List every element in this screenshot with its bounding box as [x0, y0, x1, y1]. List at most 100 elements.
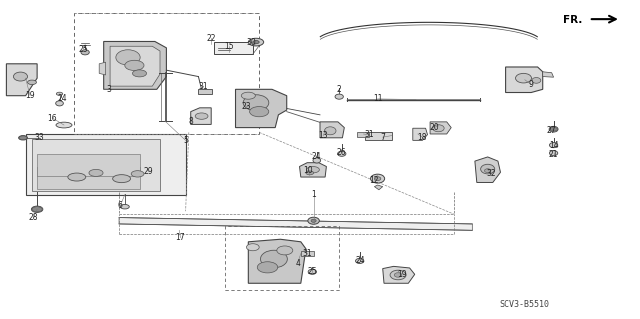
Text: 25: 25	[307, 267, 317, 276]
Text: 28: 28	[29, 213, 38, 222]
Text: 24: 24	[312, 152, 322, 161]
Ellipse shape	[550, 143, 558, 148]
Ellipse shape	[68, 173, 86, 181]
Text: 24: 24	[355, 256, 365, 265]
Ellipse shape	[81, 50, 90, 55]
Ellipse shape	[241, 92, 255, 99]
Bar	[26, 134, 186, 195]
Polygon shape	[6, 64, 37, 96]
Text: 16: 16	[47, 114, 58, 122]
Ellipse shape	[89, 169, 103, 176]
Polygon shape	[383, 266, 415, 283]
Text: 15: 15	[224, 42, 234, 51]
Text: 13: 13	[318, 131, 328, 140]
Bar	[198, 89, 212, 94]
Text: 30: 30	[246, 38, 256, 47]
Ellipse shape	[549, 126, 558, 132]
Text: SCV3-B5510: SCV3-B5510	[500, 300, 550, 309]
Ellipse shape	[337, 151, 346, 156]
Ellipse shape	[132, 70, 147, 77]
Polygon shape	[236, 89, 287, 128]
Text: FR.: FR.	[563, 15, 582, 25]
Bar	[37, 167, 140, 189]
Text: 7: 7	[380, 133, 385, 142]
Text: 14: 14	[548, 141, 559, 150]
Text: 1: 1	[311, 190, 316, 199]
Text: 21: 21	[549, 150, 558, 159]
Polygon shape	[374, 185, 383, 190]
Text: 19: 19	[397, 271, 407, 279]
Ellipse shape	[484, 169, 491, 173]
Ellipse shape	[371, 174, 385, 183]
Text: 19: 19	[25, 91, 35, 100]
Ellipse shape	[311, 219, 316, 222]
Polygon shape	[191, 108, 211, 124]
Ellipse shape	[13, 72, 28, 81]
Text: 6: 6	[118, 201, 123, 210]
Bar	[37, 154, 140, 176]
Ellipse shape	[481, 164, 495, 174]
Ellipse shape	[356, 258, 364, 263]
Polygon shape	[320, 122, 344, 138]
Text: 23: 23	[241, 102, 252, 111]
Text: 2: 2	[337, 85, 342, 94]
Ellipse shape	[257, 262, 278, 273]
Ellipse shape	[195, 113, 208, 119]
Circle shape	[253, 41, 259, 44]
Bar	[225, 226, 339, 290]
Bar	[32, 139, 160, 191]
Circle shape	[32, 207, 42, 212]
Text: 11: 11	[373, 94, 382, 103]
Ellipse shape	[56, 92, 63, 95]
Text: 31: 31	[364, 130, 374, 139]
Text: 18: 18	[418, 133, 427, 142]
Text: 9: 9	[529, 80, 534, 89]
Ellipse shape	[116, 50, 140, 65]
Ellipse shape	[243, 95, 269, 111]
Polygon shape	[430, 122, 451, 134]
Ellipse shape	[56, 101, 63, 106]
Ellipse shape	[277, 246, 293, 255]
Circle shape	[550, 127, 557, 131]
Ellipse shape	[113, 174, 131, 182]
Polygon shape	[543, 72, 554, 77]
Ellipse shape	[120, 204, 129, 209]
Text: 31: 31	[198, 82, 209, 91]
Text: 4: 4	[295, 259, 300, 268]
Ellipse shape	[307, 167, 319, 173]
Polygon shape	[104, 41, 166, 89]
Ellipse shape	[390, 270, 406, 280]
Text: 25: 25	[78, 45, 88, 54]
Ellipse shape	[246, 244, 259, 251]
Text: 31: 31	[302, 249, 312, 258]
Ellipse shape	[306, 171, 314, 175]
Polygon shape	[300, 163, 326, 177]
Text: 20: 20	[429, 123, 439, 132]
Polygon shape	[475, 157, 500, 182]
Polygon shape	[119, 218, 472, 230]
Ellipse shape	[31, 206, 43, 212]
Ellipse shape	[324, 127, 336, 135]
Text: 27: 27	[547, 126, 557, 135]
Ellipse shape	[516, 73, 531, 83]
Text: 22: 22	[207, 34, 216, 43]
Circle shape	[19, 136, 27, 140]
Ellipse shape	[308, 217, 319, 224]
Text: 3: 3	[106, 85, 111, 94]
Ellipse shape	[374, 177, 381, 181]
Ellipse shape	[433, 125, 444, 132]
Text: 5: 5	[183, 136, 188, 145]
Ellipse shape	[313, 158, 321, 163]
Ellipse shape	[131, 171, 144, 177]
Text: 24: 24	[58, 94, 68, 103]
Bar	[214, 42, 253, 54]
Ellipse shape	[260, 250, 287, 268]
Ellipse shape	[250, 107, 269, 117]
Bar	[365, 132, 392, 140]
Polygon shape	[413, 128, 428, 140]
Ellipse shape	[28, 80, 36, 85]
Ellipse shape	[394, 273, 402, 277]
Text: 17: 17	[175, 233, 186, 242]
Ellipse shape	[308, 269, 317, 274]
Text: 8: 8	[188, 117, 193, 126]
